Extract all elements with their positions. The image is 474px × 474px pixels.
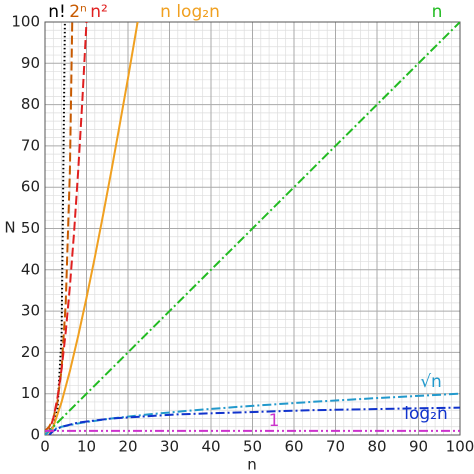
series-line bbox=[48, 22, 139, 435]
y-tick-label: 50 bbox=[21, 219, 40, 237]
y-axis-label: N bbox=[4, 219, 15, 237]
x-tick-label: 90 bbox=[409, 438, 428, 456]
x-tick-label: 100 bbox=[446, 438, 474, 456]
y-tick-label: 0 bbox=[30, 426, 40, 444]
y-tick-label: 20 bbox=[21, 343, 40, 361]
series-line bbox=[45, 22, 460, 435]
x-tick-label: 10 bbox=[77, 438, 96, 456]
plot-border bbox=[44, 21, 461, 436]
y-tick-label: 80 bbox=[21, 95, 40, 113]
x-tick-label: 70 bbox=[326, 438, 345, 456]
y-tick-label: 10 bbox=[21, 384, 40, 402]
series-line bbox=[48, 406, 460, 435]
y-tick-label: 70 bbox=[21, 136, 40, 154]
y-tick-label: 90 bbox=[21, 54, 40, 72]
series-label: 2ⁿ bbox=[69, 2, 87, 22]
x-tick-label: 80 bbox=[367, 438, 386, 456]
x-axis-label: n bbox=[247, 456, 257, 474]
x-tick-label: 60 bbox=[284, 438, 303, 456]
x-tick-label: 20 bbox=[118, 438, 137, 456]
x-tick-label: 0 bbox=[40, 438, 50, 456]
series-line bbox=[45, 392, 460, 435]
x-tick-label: 40 bbox=[201, 438, 220, 456]
series-line bbox=[45, 22, 88, 435]
y-tick-label: 30 bbox=[21, 302, 40, 320]
y-tick-label: 100 bbox=[11, 13, 40, 31]
series-label: log₂n bbox=[404, 404, 448, 424]
series-line bbox=[45, 22, 74, 432]
y-tick-label: 40 bbox=[21, 260, 40, 278]
x-tick-label: 30 bbox=[160, 438, 179, 456]
y-tick-label: 60 bbox=[21, 178, 40, 196]
series-label: √n bbox=[420, 372, 442, 392]
x-tick-label: 50 bbox=[243, 438, 262, 456]
series-label: n bbox=[432, 2, 443, 22]
series-label: n log₂n bbox=[160, 2, 220, 22]
series-label: n! bbox=[48, 2, 66, 22]
series-label: 1 bbox=[269, 411, 280, 431]
series-label: n² bbox=[90, 2, 108, 22]
